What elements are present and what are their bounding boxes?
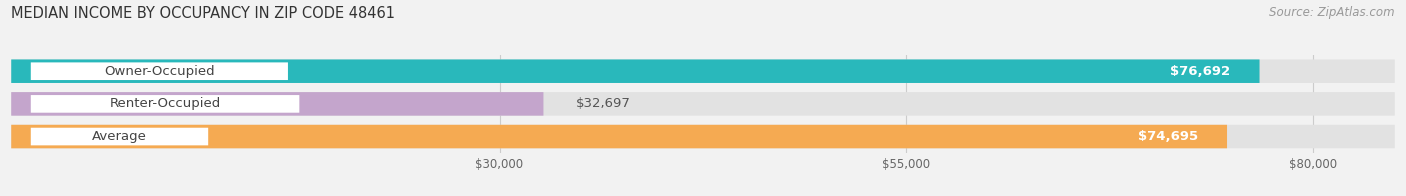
Text: $76,692: $76,692 [1170, 65, 1230, 78]
FancyBboxPatch shape [11, 92, 544, 116]
FancyBboxPatch shape [11, 59, 1260, 83]
FancyBboxPatch shape [11, 125, 1227, 148]
Text: Renter-Occupied: Renter-Occupied [110, 97, 221, 110]
Text: Owner-Occupied: Owner-Occupied [104, 65, 215, 78]
Text: Source: ZipAtlas.com: Source: ZipAtlas.com [1270, 6, 1395, 19]
FancyBboxPatch shape [31, 95, 299, 113]
FancyBboxPatch shape [11, 125, 1395, 148]
Text: $32,697: $32,697 [576, 97, 631, 110]
Text: $74,695: $74,695 [1137, 130, 1198, 143]
FancyBboxPatch shape [11, 92, 1395, 116]
FancyBboxPatch shape [11, 59, 1395, 83]
FancyBboxPatch shape [31, 62, 288, 80]
Text: MEDIAN INCOME BY OCCUPANCY IN ZIP CODE 48461: MEDIAN INCOME BY OCCUPANCY IN ZIP CODE 4… [11, 6, 395, 21]
Text: Average: Average [91, 130, 146, 143]
FancyBboxPatch shape [31, 128, 208, 145]
